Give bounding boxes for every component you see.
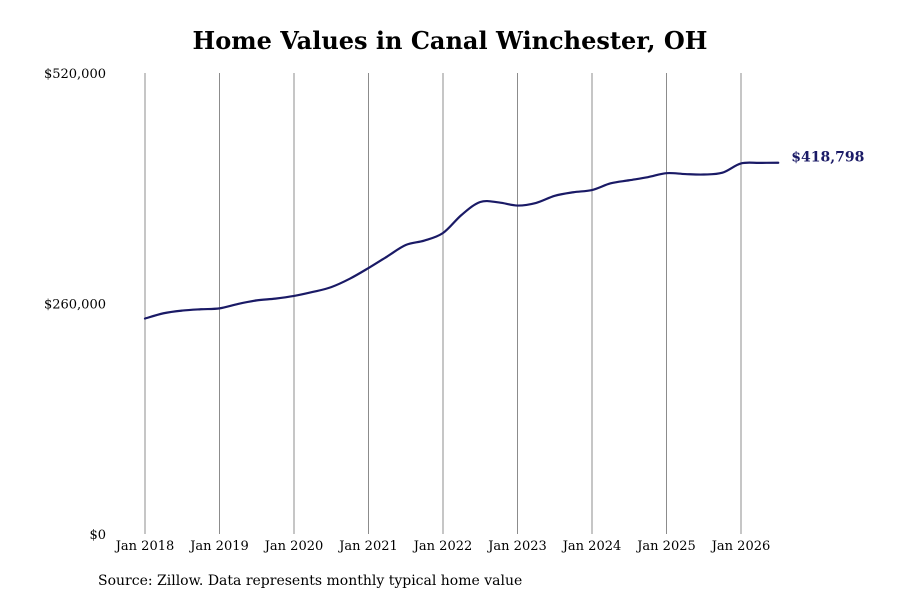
gridlines — [144, 73, 742, 534]
y-tick-label: $260,000 — [44, 298, 106, 313]
x-tick-label: Jan 2020 — [263, 539, 324, 554]
series-line-home-value — [143, 161, 780, 320]
x-tick-label: Jan 2023 — [486, 539, 547, 554]
x-tick-label: Jan 2019 — [188, 539, 249, 554]
x-tick-label: Jan 2022 — [412, 539, 473, 554]
y-axis-ticks: $0 $260,000 $520,000 — [44, 67, 106, 543]
source-note: Source: Zillow. Data represents monthly … — [98, 573, 523, 589]
x-tick-label: Jan 2025 — [635, 539, 696, 554]
y-tick-label: $520,000 — [44, 67, 106, 82]
x-tick-label: Jan 2018 — [114, 539, 175, 554]
x-axis-ticks: Jan 2018 Jan 2019 Jan 2020 Jan 2021 Jan 2022… — [114, 539, 771, 554]
x-tick-label: Jan 2026 — [710, 539, 771, 554]
end-value-label: $418,798 — [791, 150, 864, 166]
chart-title: Home Values in Canal Winchester, OH — [192, 26, 708, 55]
y-tick-label: $0 — [89, 528, 106, 543]
x-tick-label: Jan 2024 — [561, 539, 622, 554]
x-tick-label: Jan 2021 — [337, 539, 398, 554]
